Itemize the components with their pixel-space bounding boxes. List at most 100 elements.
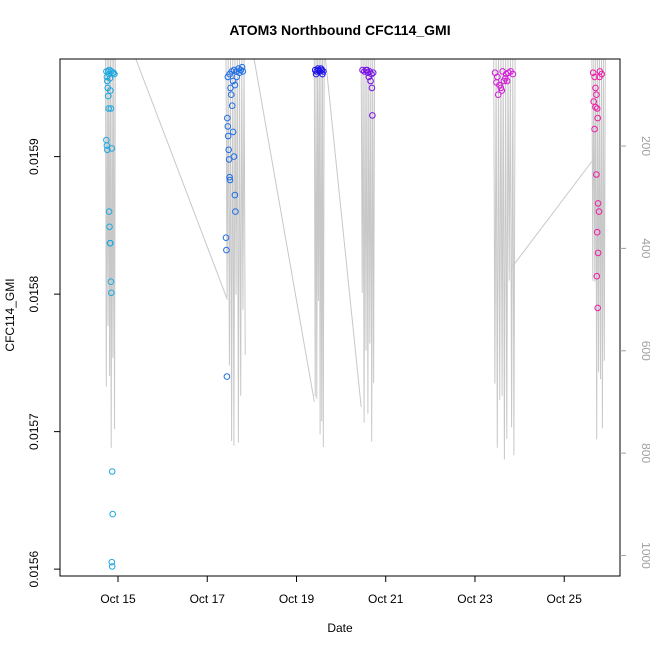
data-point [107, 87, 114, 94]
right-tick-label: 200 [639, 136, 650, 156]
data-point [108, 289, 115, 297]
data-point [594, 249, 602, 257]
y-tick-label: 0.0156 [27, 550, 41, 587]
data-point [230, 153, 238, 160]
data-point [232, 208, 239, 215]
data-point [104, 92, 112, 100]
data-point [319, 70, 326, 78]
right-tick-label: 400 [639, 238, 650, 258]
data-point [229, 77, 237, 85]
right-axis: 200 400 600 800 1000 [620, 136, 650, 569]
data-point [108, 145, 116, 152]
profile-line [313, 58, 325, 448]
data-point [595, 208, 603, 215]
data-point [320, 68, 327, 75]
x-tick-label: Oct 25 [547, 592, 583, 606]
data-point [223, 373, 231, 380]
data-point [369, 69, 377, 76]
data-point [108, 468, 116, 475]
data-point [363, 66, 371, 74]
data-point [591, 73, 598, 81]
data-point [225, 156, 233, 163]
data-point [592, 84, 599, 92]
data-point [365, 73, 373, 81]
right-tick-label: 800 [639, 443, 650, 463]
data-point [228, 91, 235, 98]
data-point [367, 77, 374, 85]
data-point [224, 114, 231, 122]
data-point [593, 105, 601, 112]
data-point [494, 91, 502, 98]
data-point [229, 128, 237, 136]
profile-line [591, 58, 606, 440]
data-point [226, 176, 234, 184]
data-point [368, 84, 376, 92]
profile-line [493, 58, 516, 460]
chart-title: ATOM3 Northbound CFC114_GMI [229, 22, 450, 38]
data-point [594, 304, 602, 312]
data-point [592, 103, 599, 111]
data-point [107, 239, 114, 247]
data-point [223, 246, 230, 254]
y-axis: 0.0156 0.0157 0.0158 0.0159 [27, 138, 60, 587]
data-point [312, 70, 320, 78]
transit-line [253, 58, 315, 403]
right-tick-label: 1000 [639, 542, 650, 569]
data-point [105, 105, 112, 112]
data-point [225, 146, 232, 154]
data-point [499, 68, 506, 75]
x-tick-label: Oct 19 [279, 592, 315, 606]
data-points [103, 63, 606, 570]
data-point [224, 132, 232, 140]
data-point [503, 77, 511, 85]
data-point [591, 125, 598, 133]
data-point [226, 173, 233, 181]
y-tick-label: 0.0159 [27, 138, 41, 175]
altitude-profiles [105, 58, 606, 460]
y-axis-label: CFC114_GMI [3, 278, 17, 351]
plot-frame [59, 58, 621, 577]
data-point [103, 142, 111, 149]
y-tick-label: 0.0157 [27, 413, 41, 450]
data-point [106, 75, 114, 82]
data-point [593, 228, 601, 236]
data-point [108, 563, 116, 570]
data-point [231, 191, 239, 199]
x-axis: Oct 15 Oct 17 Oct 19 Oct 21 Oct 23 Oct 25 [100, 575, 583, 606]
data-point [107, 278, 115, 286]
data-point [106, 223, 113, 231]
data-point [108, 68, 115, 75]
x-tick-label: Oct 21 [368, 592, 404, 606]
right-tick-label: 600 [639, 341, 650, 361]
data-point [596, 73, 603, 81]
x-tick-label: Oct 23 [457, 592, 493, 606]
data-point [369, 112, 376, 119]
data-point [104, 146, 111, 154]
data-point [359, 66, 366, 74]
data-point [228, 102, 236, 109]
data-point [231, 81, 239, 89]
data-point [589, 69, 597, 76]
profile-line [225, 58, 246, 446]
transit-line [135, 58, 228, 300]
data-point [593, 171, 600, 178]
data-point [318, 66, 326, 74]
data-point [238, 63, 246, 71]
data-point [239, 68, 247, 75]
data-point [594, 114, 602, 122]
data-point [224, 123, 232, 130]
x-tick-label: Oct 15 [100, 592, 136, 606]
x-tick-label: Oct 17 [190, 592, 226, 606]
profile-line [105, 58, 116, 448]
transit-line [510, 161, 593, 270]
data-point [108, 558, 116, 566]
data-point [109, 510, 116, 518]
data-point [107, 105, 115, 112]
profile-line [360, 58, 376, 442]
data-point [594, 200, 602, 207]
data-point [593, 272, 601, 280]
x-axis-label: Date [327, 621, 353, 635]
data-point [109, 69, 116, 76]
data-point [222, 234, 230, 241]
data-point [105, 208, 113, 215]
